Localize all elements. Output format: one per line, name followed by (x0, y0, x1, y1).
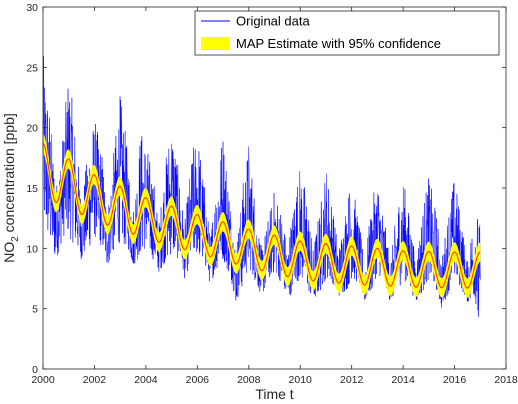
y-tick-label: 20 (26, 123, 38, 135)
y-tick-label: 5 (32, 304, 38, 316)
plot-background (43, 7, 506, 369)
y-tick-label: 10 (26, 243, 38, 255)
data-layer (42, 56, 481, 317)
legend: Original data MAP Estimate with 95% conf… (194, 10, 500, 56)
x-tick-label: 2000 (31, 374, 55, 386)
y-axis-label: NO2 concentration [ppb] (1, 113, 21, 263)
x-axis-label: Time t (255, 386, 293, 402)
map-estimate-line (42, 142, 481, 289)
y-axis-label-subscript: 2 (10, 236, 21, 242)
y-axis-label-prefix: NO (1, 242, 17, 263)
y-tick-label: 25 (26, 62, 38, 74)
x-tick-label: 2004 (134, 374, 158, 386)
y-tick-label: 30 (26, 2, 38, 14)
x-tick-label: 2006 (186, 374, 210, 386)
legend-box (194, 10, 500, 56)
y-axis-label-suffix: concentration [ppb] (1, 113, 17, 236)
legend-label-original-data: Original data (236, 14, 310, 29)
x-tick-label: 2016 (443, 374, 467, 386)
x-tick-label: 2002 (83, 374, 107, 386)
original-data-line (42, 56, 481, 317)
confidence-band (43, 133, 481, 298)
x-tick-label: 2008 (237, 374, 261, 386)
x-tick-label: 2018 (494, 374, 518, 386)
y-tick-label: 15 (26, 183, 38, 195)
x-tick-label: 2014 (391, 374, 415, 386)
tick-layer: 2000 2002 2004 2006 2008 2010 2012 2014 2016 2018… (26, 2, 518, 386)
x-tick-label: 2010 (289, 374, 313, 386)
legend-label-map-estimate: MAP Estimate with 95% confidence (236, 36, 441, 51)
x-tick-label: 2012 (340, 374, 364, 386)
y-tick-label: 0 (32, 364, 38, 376)
legend-swatch-map-estimate (201, 37, 230, 50)
